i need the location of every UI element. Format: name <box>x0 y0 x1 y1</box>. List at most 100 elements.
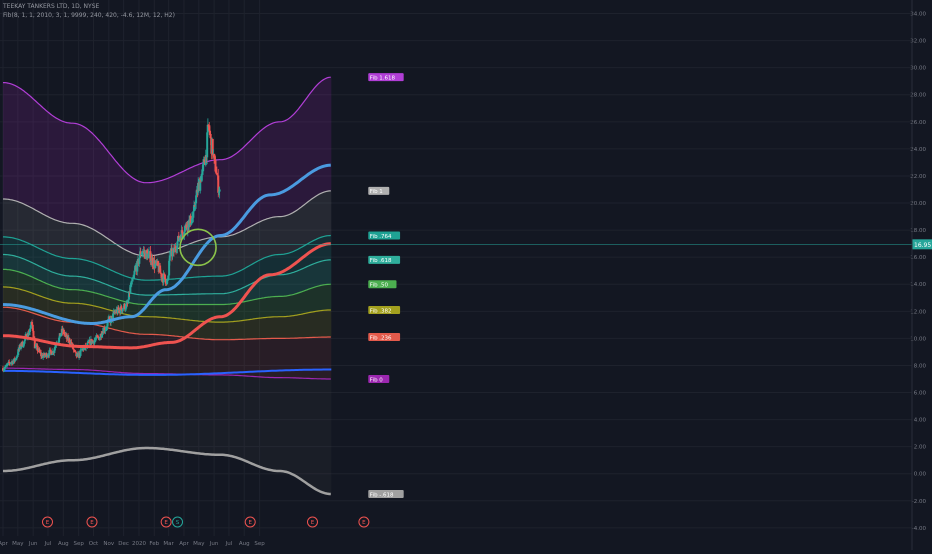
fib-label-bg <box>368 231 401 240</box>
chart-header: TEEKAY TANKERS LTD, 1D, NYSE Fib(8, 1, 1… <box>3 2 175 20</box>
y-tick-label: 2.00 <box>914 445 927 451</box>
candle-body <box>50 351 53 355</box>
candle <box>203 156 206 163</box>
candle-body <box>139 251 142 255</box>
candle <box>206 118 209 138</box>
x-tick-label: Dec <box>118 541 129 547</box>
y-tick-label: 14.00 <box>910 282 926 288</box>
candle-body <box>17 349 20 351</box>
x-tick-label: Apr <box>179 541 189 547</box>
candle-body <box>60 333 63 336</box>
candle-body <box>15 356 18 359</box>
candle-body <box>206 124 209 133</box>
event-letter: S <box>176 520 180 526</box>
candle-body <box>200 174 203 182</box>
candle <box>40 349 43 360</box>
candle <box>95 333 98 341</box>
candle-body <box>49 349 52 352</box>
candle-body <box>190 218 193 224</box>
symbol-title[interactable]: TEEKAY TANKERS LTD, 1D, NYSE <box>3 3 100 10</box>
candle-body <box>168 255 171 261</box>
y-tick-label: -2.00 <box>912 499 927 505</box>
candle-body <box>127 299 130 303</box>
fib-label: Fib 1 <box>368 186 390 195</box>
candle-body <box>129 285 132 293</box>
candle-body <box>216 174 219 176</box>
candle-body <box>106 321 109 327</box>
candle <box>48 347 51 358</box>
moving-averages <box>2 163 331 350</box>
candle-body <box>29 325 32 329</box>
candle <box>134 264 137 272</box>
candle <box>136 259 139 276</box>
candle-body <box>166 279 169 281</box>
candle-body <box>145 250 148 259</box>
x-tick-label: Feb <box>149 541 159 547</box>
candles <box>2 118 221 373</box>
fib-label-bg <box>368 374 390 383</box>
candle-body <box>12 361 15 364</box>
candle-body <box>176 241 179 249</box>
y-tick-label: -4.00 <box>912 526 927 532</box>
y-tick-label: 24.00 <box>910 147 926 153</box>
event-circle <box>41 516 53 528</box>
y-tick-label: 34.00 <box>910 12 926 18</box>
candle <box>17 347 20 357</box>
candle-body <box>48 350 51 356</box>
candle-body <box>204 155 207 165</box>
fib-levels <box>2 76 331 496</box>
candle-body <box>16 355 19 357</box>
fib-label-bg <box>368 255 401 264</box>
x-tick-label: Jul <box>44 541 52 547</box>
candle-body <box>121 308 124 312</box>
candle-body <box>169 250 172 256</box>
band-fill-50 <box>3 269 332 323</box>
candle-body <box>22 346 25 348</box>
fib-label: Fib .382 <box>368 305 401 314</box>
candle-body <box>122 307 125 309</box>
indicator-legend[interactable]: Fib(8, 1, 1, 2010, 3, 1, 9999, 240, 420,… <box>3 12 175 19</box>
candle-body <box>8 361 11 364</box>
x-tick-label: Jun <box>28 541 38 547</box>
moving-average-line <box>3 242 331 350</box>
candle-body <box>217 175 220 193</box>
candle-body <box>213 157 216 161</box>
candle <box>141 250 144 258</box>
event-circle <box>160 516 172 528</box>
band-fill-382 <box>3 286 332 340</box>
candle-body <box>130 284 133 286</box>
fib-line <box>3 268 331 306</box>
candle-body <box>149 251 152 263</box>
event-letter: E <box>311 520 315 526</box>
candle-body <box>3 368 6 370</box>
candle-body <box>32 330 35 338</box>
candle <box>164 278 167 286</box>
event-marker: E <box>358 516 370 528</box>
candle-body <box>151 257 154 266</box>
candle <box>96 335 99 337</box>
candle <box>148 246 151 258</box>
candle <box>200 173 203 182</box>
candle-body <box>175 248 178 250</box>
candle-body <box>134 267 137 271</box>
candle-body <box>91 340 94 344</box>
candle-body <box>10 362 13 364</box>
fib-label-text: Fib -.618 <box>370 492 394 498</box>
fib-labels: Fib 1.618 Fib 1 Fib .764 Fib .618 Fib .50 Fib… <box>368 73 404 498</box>
fib-label-text: Fib .618 <box>370 258 392 264</box>
candle-body <box>166 279 169 285</box>
candle-body <box>95 335 98 339</box>
candle-body <box>19 346 22 348</box>
x-tick-label: May <box>12 541 24 547</box>
candle-body <box>97 336 100 338</box>
candle-body <box>203 159 206 163</box>
candle-body <box>147 253 150 259</box>
candle-body <box>133 270 136 275</box>
candle-body <box>173 247 176 253</box>
event-circle <box>86 516 98 528</box>
event-marker: E <box>86 516 98 528</box>
